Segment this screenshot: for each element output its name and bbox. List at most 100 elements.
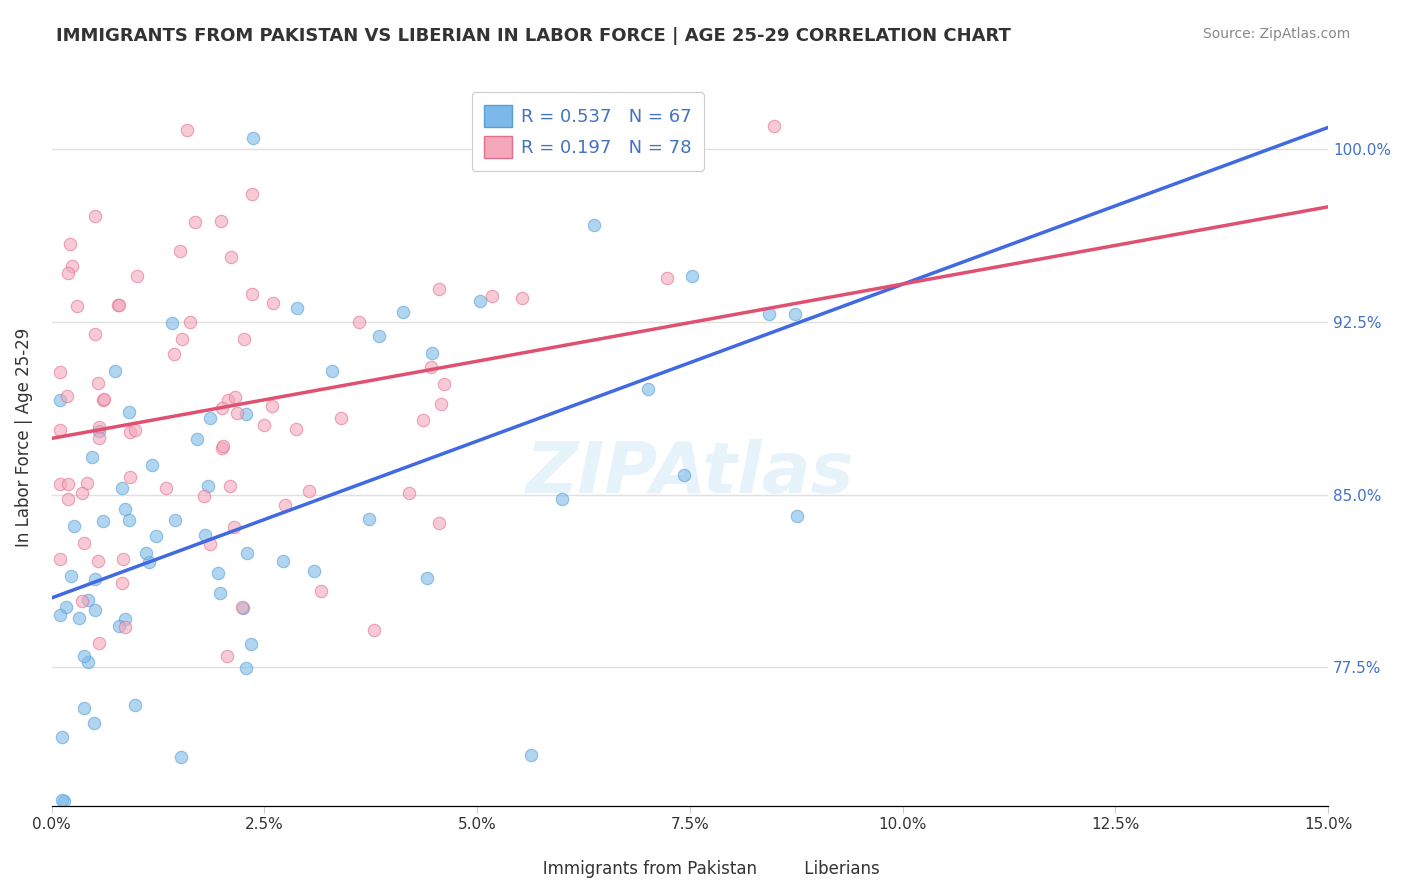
Text: IMMIGRANTS FROM PAKISTAN VS LIBERIAN IN LABOR FORCE | AGE 25-29 CORRELATION CHAR: IMMIGRANTS FROM PAKISTAN VS LIBERIAN IN …	[56, 27, 1011, 45]
Immigrants from Pakistan	[141, 458, 163, 472]
Immigrants from Pakistan	[76, 656, 98, 670]
Immigrants from Pakistan	[242, 130, 264, 145]
Immigrants from Pakistan	[302, 564, 325, 578]
Immigrants from Pakistan	[76, 593, 98, 607]
Immigrants from Pakistan	[235, 407, 257, 421]
Liberians	[433, 377, 456, 392]
Liberians	[84, 327, 107, 342]
Immigrants from Pakistan	[551, 491, 574, 506]
Immigrants from Pakistan	[73, 701, 96, 715]
Liberians	[284, 422, 307, 436]
Liberians	[183, 215, 205, 229]
Liberians	[481, 288, 503, 302]
Liberians	[221, 250, 243, 264]
Liberians	[510, 291, 533, 305]
Liberians	[155, 481, 177, 495]
Liberians	[224, 520, 246, 534]
Legend: R = 0.537   N = 67, R = 0.197   N = 78: R = 0.537 N = 67, R = 0.197 N = 78	[472, 92, 704, 170]
Immigrants from Pakistan	[235, 661, 257, 675]
Immigrants from Pakistan	[583, 218, 606, 232]
Immigrants from Pakistan	[87, 810, 110, 824]
Liberians	[56, 491, 79, 506]
Liberians	[124, 423, 146, 437]
Liberians	[89, 636, 111, 650]
Immigrants from Pakistan	[104, 364, 127, 378]
Immigrants from Pakistan	[271, 554, 294, 568]
Text: ZIPAtlas: ZIPAtlas	[526, 440, 855, 508]
Liberians	[763, 119, 786, 133]
Immigrants from Pakistan	[165, 513, 187, 527]
Immigrants from Pakistan	[285, 301, 308, 316]
Immigrants from Pakistan	[392, 305, 415, 319]
Immigrants from Pakistan	[84, 603, 107, 617]
Immigrants from Pakistan	[209, 586, 232, 600]
Text: Immigrants from Pakistan         Liberians: Immigrants from Pakistan Liberians	[527, 860, 879, 878]
Immigrants from Pakistan	[138, 555, 160, 569]
Immigrants from Pakistan	[758, 307, 780, 321]
Immigrants from Pakistan	[118, 513, 141, 527]
Liberians	[240, 187, 263, 202]
Liberians	[398, 486, 420, 500]
Immigrants from Pakistan	[368, 329, 391, 343]
Immigrants from Pakistan	[359, 512, 381, 526]
Liberians	[274, 498, 297, 512]
Liberians	[91, 393, 114, 408]
Liberians	[193, 490, 215, 504]
Liberians	[215, 649, 238, 664]
Liberians	[211, 439, 233, 453]
Liberians	[311, 584, 333, 599]
Liberians	[111, 552, 134, 566]
Liberians	[118, 425, 141, 439]
Liberians	[179, 315, 201, 329]
Text: Source: ZipAtlas.com: Source: ZipAtlas.com	[1202, 27, 1350, 41]
Liberians	[118, 470, 141, 484]
Immigrants from Pakistan	[118, 405, 141, 419]
Immigrants from Pakistan	[145, 528, 167, 542]
Immigrants from Pakistan	[80, 450, 103, 464]
Immigrants from Pakistan	[194, 528, 217, 542]
Immigrants from Pakistan	[416, 571, 439, 585]
Immigrants from Pakistan	[49, 607, 72, 622]
Immigrants from Pakistan	[120, 833, 142, 847]
Liberians	[211, 214, 233, 228]
Immigrants from Pakistan	[83, 715, 105, 730]
Immigrants from Pakistan	[239, 637, 262, 651]
Immigrants from Pakistan	[198, 410, 221, 425]
Liberians	[55, 389, 77, 403]
Liberians	[330, 411, 353, 425]
Immigrants from Pakistan	[111, 482, 134, 496]
Liberians	[412, 413, 434, 427]
Liberians	[298, 484, 321, 499]
Immigrants from Pakistan	[207, 566, 229, 581]
Liberians	[58, 266, 80, 280]
Immigrants from Pakistan	[236, 546, 259, 560]
Liberians	[70, 594, 93, 608]
Liberians	[224, 390, 246, 404]
Immigrants from Pakistan	[186, 433, 208, 447]
Liberians	[211, 441, 233, 455]
Liberians	[233, 332, 256, 346]
Immigrants from Pakistan	[51, 793, 73, 807]
Immigrants from Pakistan	[89, 424, 111, 438]
Immigrants from Pakistan	[637, 382, 659, 396]
Immigrants from Pakistan	[60, 569, 83, 583]
Liberians	[70, 486, 93, 500]
Liberians	[107, 298, 129, 312]
Immigrants from Pakistan	[232, 601, 254, 615]
Liberians	[240, 287, 263, 301]
Liberians	[363, 624, 385, 638]
Immigrants from Pakistan	[520, 747, 543, 762]
Liberians	[427, 282, 450, 296]
Liberians	[430, 397, 453, 411]
Immigrants from Pakistan	[49, 392, 72, 407]
Liberians	[87, 431, 110, 445]
Immigrants from Pakistan	[783, 307, 806, 321]
Liberians	[93, 392, 115, 406]
Liberians	[49, 552, 72, 566]
Immigrants from Pakistan	[681, 269, 703, 284]
Immigrants from Pakistan	[786, 508, 808, 523]
Immigrants from Pakistan	[53, 794, 76, 808]
Liberians	[655, 270, 678, 285]
Liberians	[172, 332, 194, 346]
Liberians	[253, 418, 276, 433]
